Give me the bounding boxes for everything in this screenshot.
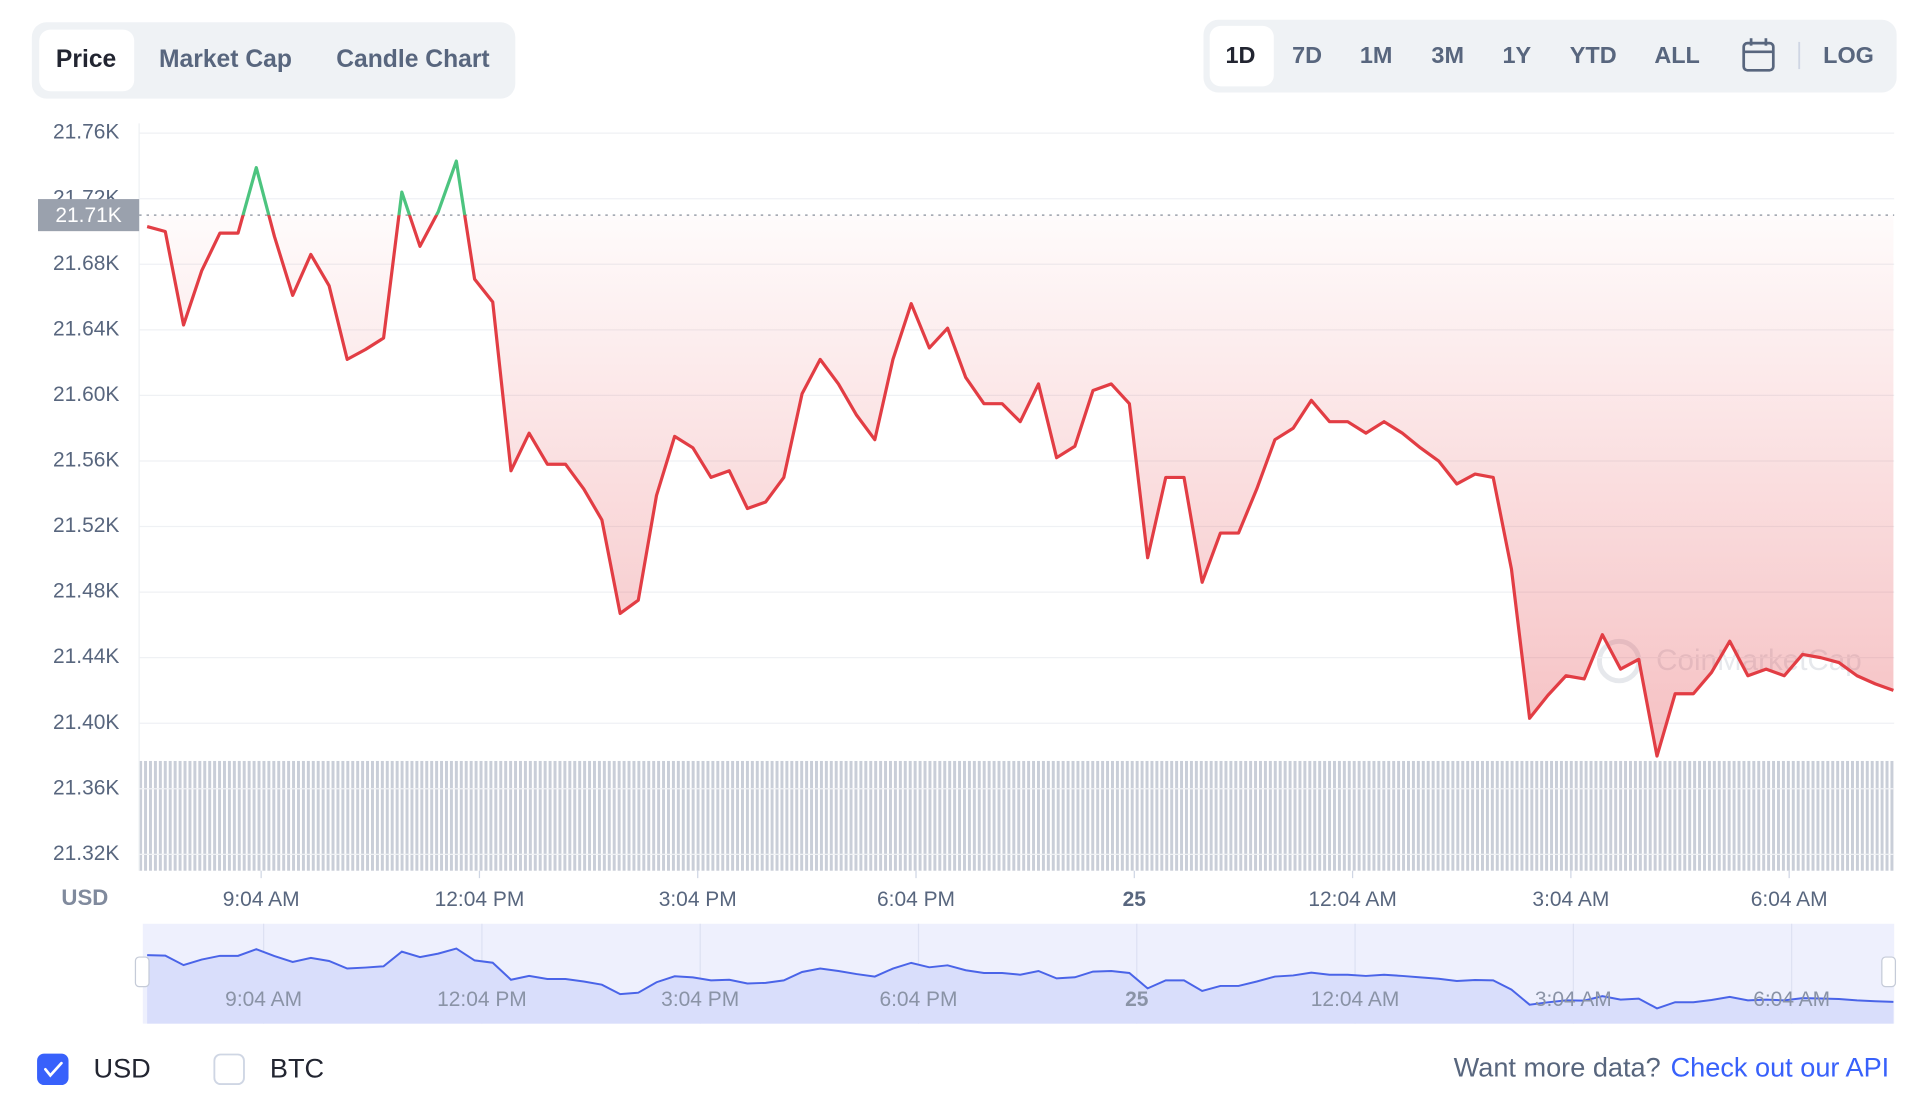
tab[interactable]: Candle Chart: [336, 46, 489, 73]
footer: Want more data? Check out our API: [1454, 1051, 1890, 1082]
reference-badge: [38, 199, 140, 232]
y-tick-label: 21.44K: [53, 645, 119, 668]
y-tick-label: 21.60K: [53, 383, 119, 406]
x-tick-label: 12:04 PM: [435, 888, 525, 911]
navigator-line: [147, 947, 1894, 1010]
x-tick-label: 3:04 AM: [1532, 888, 1609, 911]
checkmark: [44, 1061, 63, 1078]
tab-group: [31, 22, 516, 99]
navigator-tick-label: 6:04 PM: [879, 988, 957, 1011]
checkbox-label[interactable]: USD: [94, 1053, 151, 1084]
range-button[interactable]: 1D: [1226, 42, 1256, 68]
y-tick-label: 21.48K: [53, 580, 119, 603]
navigator-tick-label: 12:04 AM: [1311, 988, 1400, 1011]
checkbox[interactable]: [37, 1053, 69, 1086]
y-unit: USD: [61, 885, 108, 910]
navigator-tick-label: 3:04 PM: [661, 988, 739, 1011]
navigator-tick-label: 3:04 AM: [1535, 988, 1612, 1011]
checkbox[interactable]: [213, 1053, 245, 1086]
x-tick-label: 6:04 PM: [877, 888, 955, 911]
x-tick-label: 25: [1123, 888, 1147, 911]
y-tick-label: 21.40K: [53, 711, 119, 734]
y-tick-label: 21.32K: [53, 842, 119, 865]
area-fill: [147, 215, 1894, 757]
checkbox-label[interactable]: BTC: [270, 1053, 324, 1084]
range-group: [1203, 19, 1897, 93]
navigator-handle[interactable]: [134, 956, 150, 988]
y-tick-label: 21.68K: [53, 252, 119, 275]
navigator-handle[interactable]: [1881, 956, 1897, 988]
navigator-tick-label: 12:04 PM: [437, 988, 527, 1011]
x-tick-label: 3:04 PM: [659, 888, 737, 911]
navigator-tick-label: 9:04 AM: [225, 988, 302, 1011]
y-tick-label: 21.52K: [53, 514, 119, 537]
x-tick-label: 9:04 AM: [223, 888, 300, 911]
reference-label: 21.71K: [55, 204, 121, 227]
log-button[interactable]: LOG: [1823, 42, 1874, 68]
footer-prompt: Want more data?: [1454, 1051, 1661, 1082]
navigator-area: [147, 948, 1894, 1024]
navigator-tick-label: 25: [1125, 988, 1149, 1011]
tab[interactable]: Market Cap: [159, 46, 292, 73]
range-button[interactable]: YTD: [1570, 42, 1617, 68]
range-button[interactable]: ALL: [1654, 42, 1700, 68]
range-button[interactable]: 3M: [1431, 42, 1464, 68]
y-tick-label: 21.64K: [53, 317, 119, 340]
x-tick-label: 12:04 AM: [1308, 888, 1397, 911]
y-tick-label: 21.36K: [53, 776, 119, 799]
api-link[interactable]: Check out our API: [1671, 1051, 1890, 1082]
range-button[interactable]: 1Y: [1502, 42, 1531, 68]
range-button[interactable]: 1M: [1360, 42, 1393, 68]
navigator-tick-label: 6:04 AM: [1753, 988, 1830, 1011]
price-line: [146, 159, 1894, 758]
calendar-icon[interactable]: [1742, 38, 1775, 72]
y-tick-label: 21.76K: [53, 121, 119, 144]
active-tab-bg: [39, 29, 135, 92]
y-tick-label: 21.56K: [53, 449, 119, 472]
active-range-bg: [1209, 25, 1274, 87]
x-tick-label: 6:04 AM: [1751, 888, 1828, 911]
volume-bars: [139, 760, 1895, 871]
range-button[interactable]: 7D: [1292, 42, 1322, 68]
tab[interactable]: Price: [56, 46, 116, 73]
